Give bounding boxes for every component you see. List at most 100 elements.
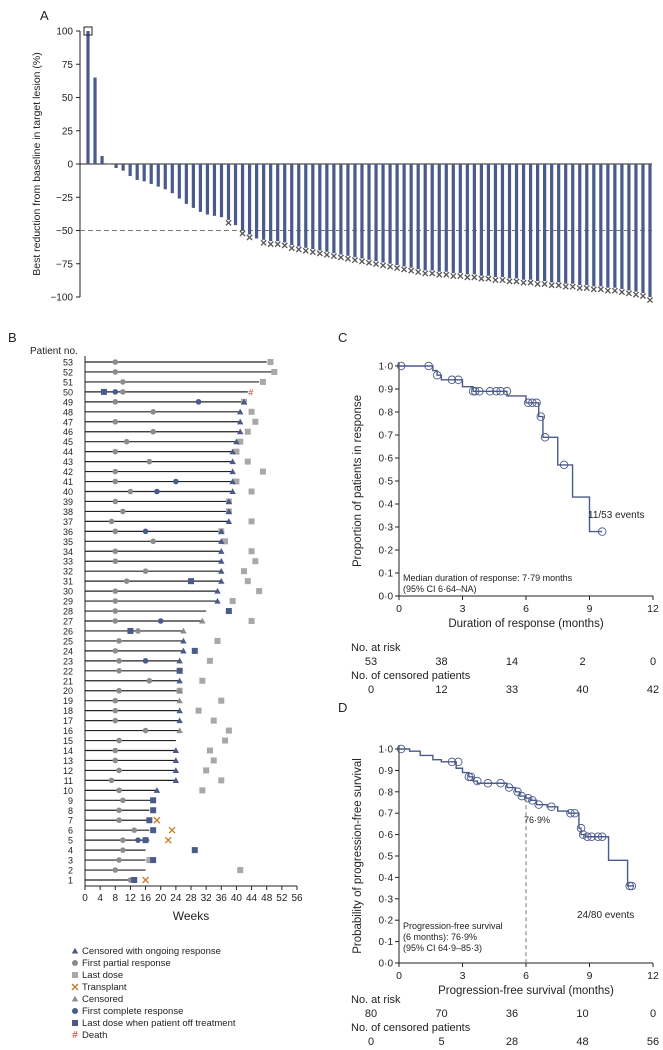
patient-row: 17 (63, 716, 217, 726)
patient-label: 41 (63, 477, 73, 487)
patient-row: 43 (63, 457, 251, 467)
bar (388, 164, 392, 264)
patient-row: 45 (63, 437, 244, 447)
bar-x-marker-b (281, 242, 288, 249)
bar (367, 164, 371, 260)
partial-response-marker (116, 767, 122, 774)
patient-row: 33 (63, 557, 259, 567)
censor-marker (528, 796, 537, 805)
y-tick-label: 0·5 (379, 852, 394, 863)
patient-row: 24 (63, 646, 198, 656)
censor-marker (466, 772, 476, 782)
bar-x-marker (302, 247, 309, 254)
y-tick-label: 0·3 (379, 523, 394, 534)
last-dose-marker (252, 558, 259, 565)
censor-marker (547, 802, 556, 812)
pfs-annotation-line1: Progression-free survival (403, 921, 503, 931)
partial-response-marker (112, 448, 119, 455)
patient-label: 43 (63, 457, 73, 467)
patient-row: 27 (63, 617, 255, 627)
bar-x-marker-b (436, 271, 443, 278)
patient-row: 1 (68, 876, 150, 886)
bar (114, 164, 118, 168)
legend-transplant: Transplant (82, 982, 127, 993)
censored-ongoing-marker (229, 458, 236, 465)
legend-symbol-first-complete (72, 1008, 78, 1014)
bar-x-marker-b (260, 239, 267, 246)
censor-marker (540, 433, 550, 442)
bar (599, 164, 603, 287)
last-dose-marker (267, 359, 274, 365)
legend-first-complete: First complete response (82, 1006, 183, 1017)
panel-label-d: D (338, 700, 347, 715)
censored-ongoing-marker (176, 717, 183, 724)
x-tick-label: 24 (170, 893, 182, 904)
patient-label: 23 (63, 656, 73, 666)
bar-x-marker-b (246, 234, 253, 241)
bar-x-marker-b (471, 274, 478, 281)
bar (255, 164, 259, 239)
bar-x-marker (464, 274, 471, 281)
censored-count: 0 (368, 1036, 374, 1048)
patient-row: 49 (63, 397, 248, 407)
bar (156, 164, 160, 187)
censored-count: 0 (368, 684, 374, 696)
censor-marker (583, 832, 592, 841)
censored-ongoing-marker (172, 777, 180, 783)
partial-response-marker (112, 418, 119, 425)
bar-x-marker-b (415, 269, 422, 276)
last-dose-marker (210, 717, 217, 724)
at-risk-value: 0 (650, 1008, 656, 1020)
at-risk-title: No. at risk (351, 994, 401, 1006)
patient-row: 14 (63, 746, 213, 756)
censored-count: 5 (438, 1036, 444, 1048)
bar-x-marker (260, 239, 267, 246)
bar-x-marker (625, 290, 632, 297)
last-dose-marker (244, 428, 251, 435)
bar-x-marker-b (387, 263, 394, 270)
censored-count: 48 (576, 1036, 588, 1048)
bar-x-marker-b (576, 284, 583, 292)
bar (170, 164, 174, 194)
patient-row: 7 (68, 816, 161, 826)
swimmer-plot: Patient no.0 4 8 12 16 20 24 28 32 36 40 44 48 52 56We… (30, 346, 303, 923)
patient-row: 28 (63, 607, 232, 617)
x-tick-label: 52 (276, 893, 288, 904)
bar-x-marker-b (408, 267, 415, 274)
patient-row: 52 (63, 367, 278, 377)
bar-x-marker-b (302, 247, 309, 254)
bar-x-marker (274, 241, 281, 248)
bar (205, 164, 210, 215)
y-tick-label: 0·4 (379, 500, 394, 511)
patient-label: 25 (63, 636, 73, 646)
censored-ongoing-marker (214, 587, 221, 594)
y-tick-label: 0 (67, 160, 73, 171)
censored-count: 12 (435, 684, 447, 696)
partial-response-marker (112, 558, 119, 565)
last-dose-marker (259, 468, 266, 475)
censored-ongoing-marker (172, 757, 180, 764)
panel-label-c: C (338, 330, 347, 345)
bar (585, 164, 589, 286)
swimmer-legend: Censored with ongoing response First par… (71, 946, 236, 1041)
x-tick-label: 0 (396, 603, 402, 615)
patient-row: 21 (63, 676, 206, 686)
partial-response-marker (120, 508, 126, 515)
bar (592, 164, 596, 287)
transplant-marker-b (153, 816, 161, 824)
bar-x-marker (590, 286, 597, 293)
bar-x-marker-b (450, 273, 457, 280)
bar-x-marker-b (639, 292, 647, 300)
patient-row: 30 (63, 587, 263, 597)
censor-marker (566, 808, 575, 818)
bar-x-marker-b (506, 278, 513, 285)
patient-label: 38 (63, 507, 73, 517)
bar-x-marker (316, 250, 323, 257)
bar-x-marker-b (309, 249, 316, 256)
bar-x-marker (618, 288, 625, 296)
x-tick-label: 36 (216, 893, 228, 904)
bar-x-marker-b (492, 276, 499, 284)
partial-response-marker (112, 359, 119, 365)
bar-x-marker (225, 219, 232, 226)
transplant-marker (153, 816, 161, 824)
